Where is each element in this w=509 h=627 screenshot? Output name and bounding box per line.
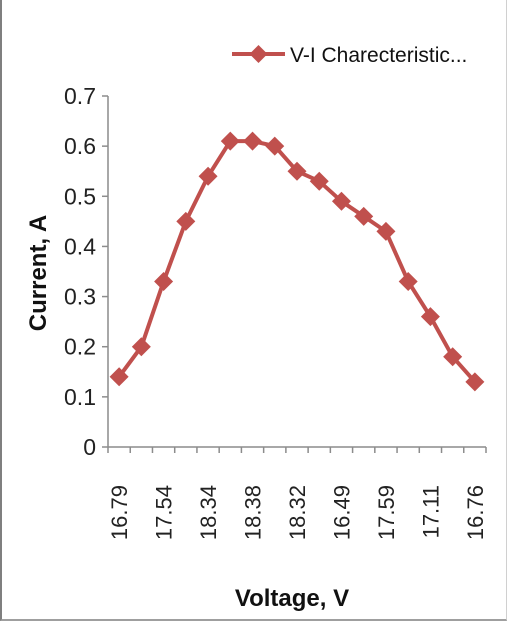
x-tick-label: 17.59: [374, 485, 399, 540]
x-tick-label: 18.38: [241, 485, 266, 540]
x-tick-label: 16.79: [107, 485, 132, 540]
y-tick-label: 0.7: [64, 83, 96, 109]
data-point-marker: [287, 161, 307, 181]
y-tick-label: 0.4: [64, 233, 96, 259]
data-point-marker: [420, 307, 440, 327]
y-tick-label: 0: [83, 434, 96, 460]
x-tick-label: 17.11: [418, 485, 443, 538]
y-axis-title: Current, A: [25, 215, 52, 331]
x-tick-label: 17.54: [152, 485, 177, 540]
data-point-marker: [198, 166, 218, 186]
data-point-marker: [220, 131, 240, 151]
y-tick-label: 0.3: [64, 284, 96, 310]
data-point-marker: [465, 372, 485, 392]
x-tick-label: 16.49: [329, 485, 354, 540]
x-tick-label: 16.76: [463, 485, 488, 540]
y-tick-label: 0.5: [64, 183, 96, 209]
series-markers: [109, 131, 485, 392]
y-axis-ticks: 0 0.1 0.2 0.3 0.4 0.5 0.6 0.7: [64, 83, 108, 460]
data-point-marker: [131, 337, 151, 357]
data-point-marker: [354, 206, 374, 226]
data-point-marker: [154, 272, 174, 292]
y-tick-label: 0.2: [64, 334, 96, 360]
data-point-marker: [176, 211, 196, 231]
data-point-marker: [265, 136, 285, 156]
legend-diamond-icon: [249, 45, 268, 63]
y-tick-label: 0.1: [64, 384, 96, 410]
legend-label: V-I Charecteristic...: [290, 44, 467, 67]
y-tick-label: 0.6: [64, 133, 96, 159]
data-point-marker: [376, 221, 396, 241]
data-point-marker: [309, 171, 329, 191]
data-point-marker: [398, 272, 418, 292]
data-point-marker: [443, 347, 463, 367]
data-point-marker: [243, 131, 263, 151]
data-point-marker: [109, 367, 129, 387]
x-tick-label: 18.32: [285, 485, 310, 540]
data-point-marker: [331, 191, 351, 211]
legend: V-I Charecteristic...: [232, 44, 467, 67]
x-tick-label: 18.34: [196, 485, 221, 540]
x-axis-title: Voltage, V: [235, 585, 349, 612]
x-axis-ticks: 16.79 17.54 18.34 18.38 18.32 16.49 17.59 17.11…: [107, 447, 488, 540]
